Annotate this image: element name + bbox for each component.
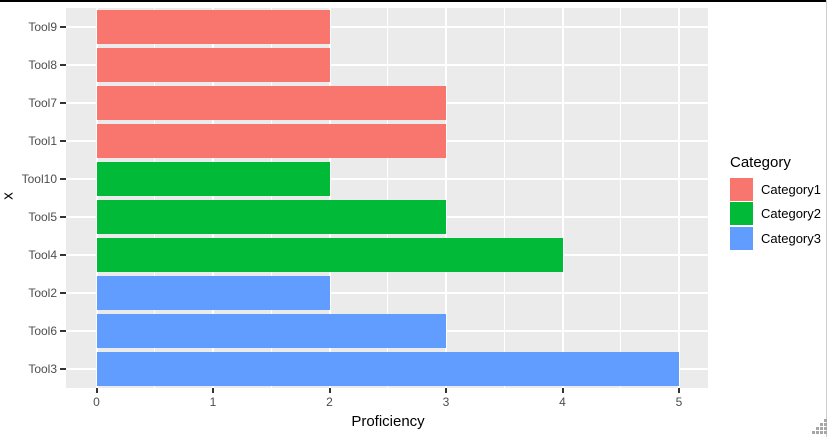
x-tick-label: 3	[442, 395, 450, 409]
gridline-major-horizontal	[66, 64, 708, 66]
gridline-major-horizontal	[66, 26, 708, 28]
gridline-major-vertical	[95, 8, 98, 388]
gridline-minor-vertical	[620, 8, 622, 388]
bar-tool3	[96, 352, 679, 386]
y-tick-mark	[59, 330, 66, 332]
plot-panel	[66, 8, 708, 388]
gridline-major-vertical	[445, 8, 447, 388]
y-tick-mark	[59, 102, 66, 104]
y-tick-mark	[59, 64, 66, 66]
y-tick-mark	[59, 216, 66, 218]
gridline-minor-vertical	[270, 8, 272, 388]
x-tick-mark	[328, 388, 331, 393]
legend: Category Category1 Category2 Category3	[730, 154, 821, 251]
legend-swatch	[730, 178, 753, 201]
bar-tool8	[96, 48, 330, 82]
y-tick-mark	[59, 178, 66, 180]
y-tick-mark	[59, 254, 66, 256]
resize-grip-icon[interactable]	[811, 418, 828, 435]
bar-tool2	[96, 276, 330, 310]
gridline-major-vertical	[678, 8, 680, 388]
y-tick-label: Tool9	[28, 20, 57, 34]
y-tick-label: Tool3	[28, 362, 57, 376]
y-tick-label: Tool10	[21, 172, 57, 186]
legend-item: Category1	[730, 178, 821, 201]
y-tick-mark	[59, 292, 66, 294]
window-right-border	[826, 0, 827, 437]
gridline-minor-vertical	[503, 8, 505, 388]
legend-swatch	[730, 202, 753, 226]
x-tick-label: 0	[93, 395, 100, 409]
legend-item-label: Category2	[761, 206, 821, 222]
gridline-minor-vertical	[387, 8, 389, 388]
y-tick-mark	[59, 368, 66, 370]
y-tick-mark	[59, 26, 66, 28]
x-axis-title: Proficiency	[351, 413, 425, 430]
x-tick-mark	[678, 388, 680, 393]
bar-tool9	[96, 10, 330, 44]
bar-tool5	[96, 200, 446, 234]
x-tick-mark	[561, 388, 564, 393]
x-tick-mark	[445, 388, 447, 393]
y-tick-label: Tool2	[28, 286, 57, 300]
y-tick-label: Tool5	[28, 210, 57, 224]
window-top-border	[0, 0, 826, 2]
gridline-major-vertical	[212, 8, 214, 388]
gridline-major-horizontal	[66, 178, 708, 180]
y-tick-label: Tool4	[28, 248, 57, 262]
gridline-major-horizontal	[66, 292, 708, 294]
y-tick-label: Tool7	[28, 96, 57, 110]
legend-item-label: Category3	[761, 230, 821, 246]
bar-tool10	[96, 162, 330, 196]
bar-tool7	[96, 86, 446, 120]
legend-title: Category	[730, 154, 791, 171]
y-tick-label: Tool8	[28, 58, 57, 72]
gridline-minor-vertical	[154, 8, 156, 388]
x-tick-label: 1	[209, 395, 217, 409]
y-tick-mark	[59, 140, 66, 142]
legend-item: Category2	[730, 202, 821, 226]
legend-swatch	[730, 226, 753, 250]
x-tick-label: 2	[326, 395, 333, 409]
gridline-major-vertical	[328, 8, 331, 388]
x-tick-mark	[212, 388, 214, 393]
gridline-major-vertical	[561, 8, 564, 388]
bar-tool6	[96, 314, 446, 348]
y-tick-label: Tool6	[28, 324, 57, 338]
y-axis-title: x	[0, 192, 17, 200]
legend-item: Category3	[730, 226, 821, 250]
x-tick-label: 5	[675, 395, 683, 409]
x-tick-mark	[95, 388, 98, 393]
x-tick-label: 4	[559, 395, 566, 409]
bar-tool1	[96, 124, 446, 158]
y-tick-label: Tool1	[28, 134, 57, 148]
legend-item-label: Category1	[761, 182, 821, 197]
bar-tool4	[96, 238, 563, 272]
